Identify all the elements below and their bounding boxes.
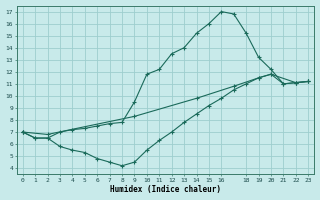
X-axis label: Humidex (Indice chaleur): Humidex (Indice chaleur) [110, 185, 221, 194]
